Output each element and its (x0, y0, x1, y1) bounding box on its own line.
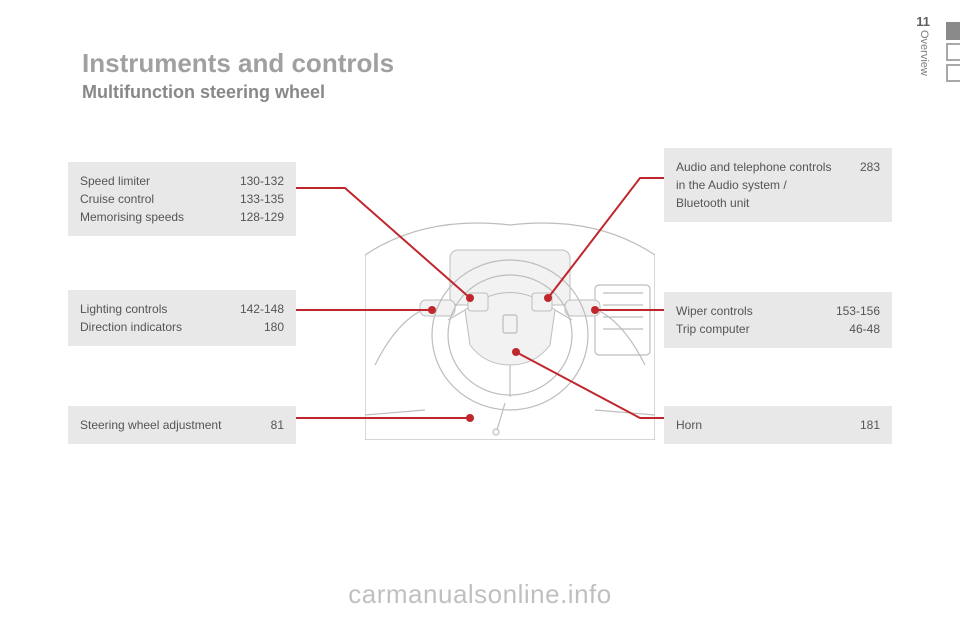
steering-wheel-diagram (365, 215, 655, 440)
callout-page-ref: 46-48 (849, 320, 880, 338)
callout-row: Memorising speeds128-129 (80, 208, 284, 226)
callout-label: Memorising speeds (80, 208, 240, 226)
callout-page-ref: 130-132 (240, 172, 284, 190)
callout-page-ref: 153-156 (836, 302, 880, 320)
side-tab-markers (946, 22, 960, 85)
callout-page-ref: 142-148 (240, 300, 284, 318)
callout-speed-cruise: Speed limiter130-132Cruise control133-13… (68, 162, 296, 236)
callout-row: Wiper controls153-156 (676, 302, 880, 320)
callout-label: Direction indicators (80, 318, 264, 336)
callout-label: Trip computer (676, 320, 849, 338)
callout-label: Lighting controls (80, 300, 240, 318)
callout-wiper-trip: Wiper controls153-156Trip computer46-48 (664, 292, 892, 348)
callout-row: Audio and telephone controls in the Audi… (676, 158, 880, 212)
callout-row: Speed limiter130-132 (80, 172, 284, 190)
side-tab-marker (946, 43, 960, 61)
callout-steering-adjust: Steering wheel adjustment81 (68, 406, 296, 444)
callout-page-ref: 181 (860, 416, 880, 434)
callout-label: Cruise control (80, 190, 240, 208)
callout-label: Speed limiter (80, 172, 240, 190)
callout-lighting: Lighting controls142-148Direction indica… (68, 290, 296, 346)
page-number: 11 (916, 14, 930, 29)
callout-row: Steering wheel adjustment81 (80, 416, 284, 434)
callout-row: Cruise control133-135 (80, 190, 284, 208)
callout-row: Lighting controls142-148 (80, 300, 284, 318)
callout-label: Steering wheel adjustment (80, 416, 271, 434)
watermark-text: carmanualsonline.info (0, 579, 960, 610)
callout-page-ref: 180 (264, 318, 284, 336)
callout-page-ref: 128-129 (240, 208, 284, 226)
callout-audio-phone: Audio and telephone controls in the Audi… (664, 148, 892, 222)
callout-page-ref: 133-135 (240, 190, 284, 208)
callout-page-ref: 81 (271, 416, 284, 434)
page-title: Instruments and controls (82, 48, 394, 79)
callout-horn: Horn181 (664, 406, 892, 444)
callout-label: Horn (676, 416, 860, 434)
side-tab-marker (946, 64, 960, 82)
manual-page: 11 Overview Instruments and controls Mul… (0, 0, 960, 640)
callout-label: Audio and telephone controls in the Audi… (676, 158, 860, 212)
callout-row: Horn181 (676, 416, 880, 434)
callout-row: Trip computer46-48 (676, 320, 880, 338)
section-label: Overview (918, 30, 930, 76)
callout-row: Direction indicators180 (80, 318, 284, 336)
callout-page-ref: 283 (860, 158, 880, 212)
callout-label: Wiper controls (676, 302, 836, 320)
page-subtitle: Multifunction steering wheel (82, 82, 325, 103)
side-tab-marker (946, 22, 960, 40)
